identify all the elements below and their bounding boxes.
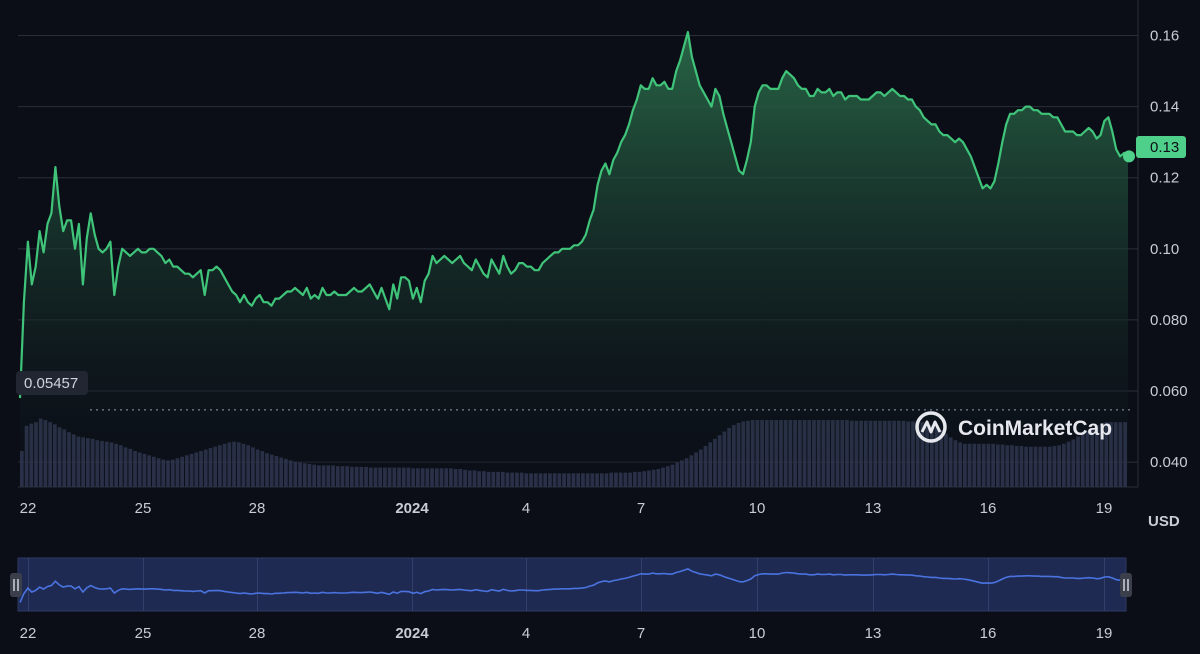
x-tick-label: 28 (249, 500, 266, 517)
y-tick-label: 0.16 (1150, 28, 1179, 45)
current-price-badge (1136, 136, 1186, 158)
navigator-grid (28, 558, 1105, 611)
navigator-line (19, 568, 1129, 603)
navigator-x-tick-label: 16 (980, 625, 997, 642)
x-tick-label: 13 (865, 500, 882, 517)
navigator-x-tick-label: 13 (865, 625, 882, 642)
navigator-x-axis: 22 25 28 2024 4 7 10 13 16 19 (20, 625, 1113, 642)
brand-name: CoinMarketCap (958, 417, 1112, 440)
navigator-x-tick-label: 2024 (395, 625, 429, 642)
y-tick-label: 0.080 (1150, 312, 1188, 329)
price-line (18, 30, 1129, 399)
low-price-badge (16, 371, 88, 395)
navigator-x-tick-label: 22 (20, 625, 37, 642)
navigator-x-tick-label: 25 (135, 625, 152, 642)
x-tick-label: 2024 (395, 500, 429, 517)
y-tick-label: 0.060 (1150, 383, 1188, 400)
y-tick-label: 0.10 (1150, 241, 1179, 258)
x-tick-label: 16 (980, 500, 997, 517)
x-tick-label: 4 (522, 500, 530, 517)
x-tick-label: 19 (1096, 500, 1113, 517)
navigator-right-handle[interactable] (1120, 573, 1132, 597)
y-tick-label: 0.14 (1150, 99, 1179, 116)
navigator-x-tick-label: 10 (749, 625, 766, 642)
x-tick-label: 22 (20, 500, 37, 517)
navigator-x-tick-label: 7 (637, 625, 645, 642)
y-tick-label: 0.12 (1150, 170, 1179, 187)
navigator-x-tick-label: 4 (522, 625, 530, 642)
navigator-left-handle[interactable] (10, 573, 22, 597)
current-price-label: 0.13 (1150, 139, 1179, 156)
navigator-x-tick-label: 28 (249, 625, 266, 642)
navigator-x-tick-label: 19 (1096, 625, 1113, 642)
current-price-dot (1123, 150, 1135, 163)
x-tick-label: 7 (637, 500, 645, 517)
y-tick-label: 0.040 (1150, 454, 1188, 471)
coinmarketcap-logo-icon (915, 411, 947, 443)
x-axis: 22 25 28 2024 4 7 10 13 16 19 (20, 500, 1113, 517)
low-price-label: 0.05457 (24, 375, 78, 392)
y-axis: 0.16 0.14 0.12 0.10 0.080 0.060 0.040 (1150, 28, 1188, 472)
navigator-panel[interactable] (17, 557, 1127, 612)
x-tick-label: 10 (749, 500, 766, 517)
currency-label: USD (1148, 513, 1180, 530)
x-tick-label: 25 (135, 500, 152, 517)
coinmarketcap-logo: CoinMarketCap (915, 411, 1112, 443)
price-area (20, 32, 1128, 487)
